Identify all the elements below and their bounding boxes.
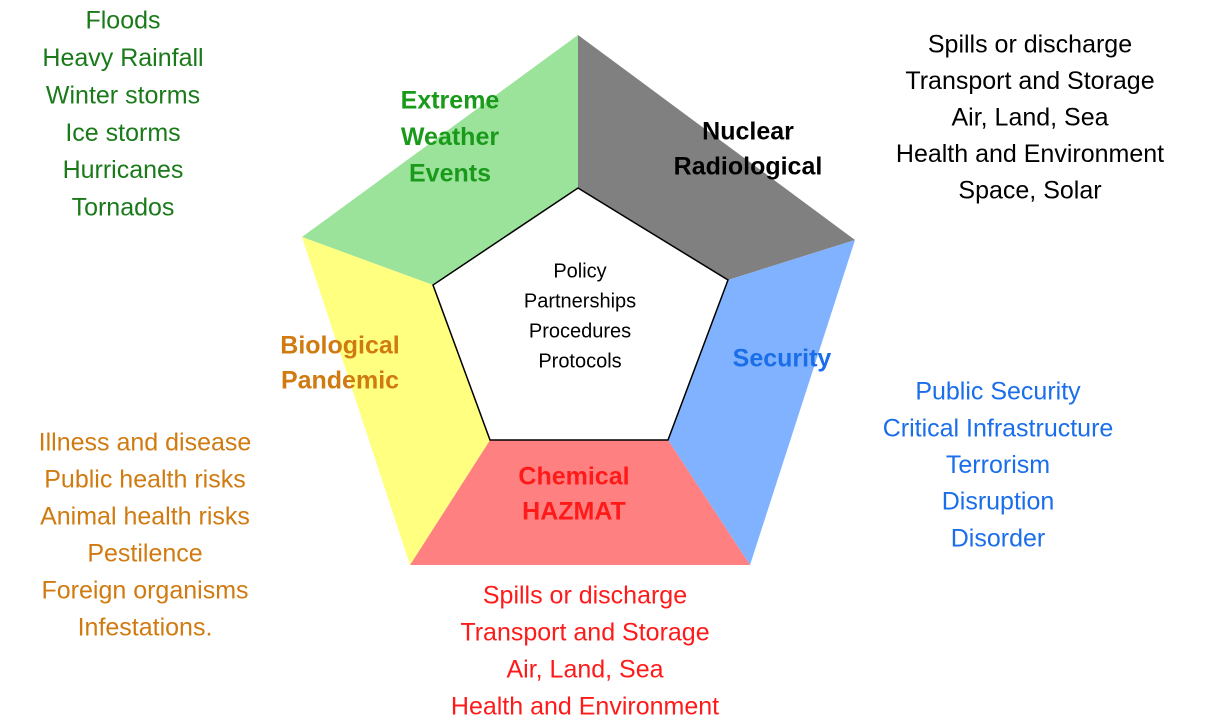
segment-label: Events <box>409 160 491 188</box>
segment-item: Winter storms <box>46 81 200 109</box>
segment-item: Space, Solar <box>958 177 1101 205</box>
segment-item: Disorder <box>951 524 1045 552</box>
center-text: Partnerships <box>524 290 636 312</box>
segment-item: Pestilence <box>87 540 202 568</box>
segment-item: Critical Infrastructure <box>883 414 1114 442</box>
segment-biological <box>302 237 490 565</box>
segment-label: Extreme <box>401 87 500 115</box>
segment-item: Transport and Storage <box>905 67 1154 95</box>
segment-item: Tornados <box>72 194 175 222</box>
segment-item: Infestations. <box>78 614 213 642</box>
segment-item: Ice storms <box>65 119 180 147</box>
segment-item: Air, Land, Sea <box>951 104 1108 132</box>
center-text: Procedures <box>529 320 631 342</box>
segment-label: Pandemic <box>281 367 399 395</box>
segment-nuclear <box>578 35 855 280</box>
segment-item: Foreign organisms <box>41 577 248 605</box>
center-text: Policy <box>553 260 606 282</box>
segment-label: Biological <box>280 332 399 360</box>
segment-label: Weather <box>401 123 499 151</box>
segment-item: Hurricanes <box>63 156 184 184</box>
segment-item: Air, Land, Sea <box>506 656 663 684</box>
segment-item: Transport and Storage <box>460 619 709 647</box>
segment-label: Nuclear <box>702 118 794 146</box>
segment-label: HAZMAT <box>522 498 626 526</box>
center-text: Protocols <box>538 350 621 372</box>
segment-item: Spills or discharge <box>928 31 1132 59</box>
segment-item: Public health risks <box>44 466 245 494</box>
segment-label: Security <box>733 345 832 373</box>
segment-weather <box>302 35 578 285</box>
segment-security <box>668 240 855 565</box>
segment-item: Floods <box>85 7 160 35</box>
segment-label: Radiological <box>674 153 823 181</box>
segment-chemical <box>410 440 750 565</box>
segment-item: Heavy Rainfall <box>42 44 203 72</box>
segment-item: Health and Environment <box>896 140 1164 168</box>
segment-label: Chemical <box>518 463 629 491</box>
segment-item: Terrorism <box>946 451 1050 479</box>
segment-item: Public Security <box>915 378 1081 406</box>
center-pentagon <box>432 187 729 441</box>
segment-item: Animal health risks <box>40 503 250 531</box>
segment-item: Spills or discharge <box>483 582 687 610</box>
segment-item: Health and Environment <box>451 693 719 721</box>
segment-item: Illness and disease <box>39 429 252 457</box>
segment-item: Disruption <box>942 488 1055 516</box>
